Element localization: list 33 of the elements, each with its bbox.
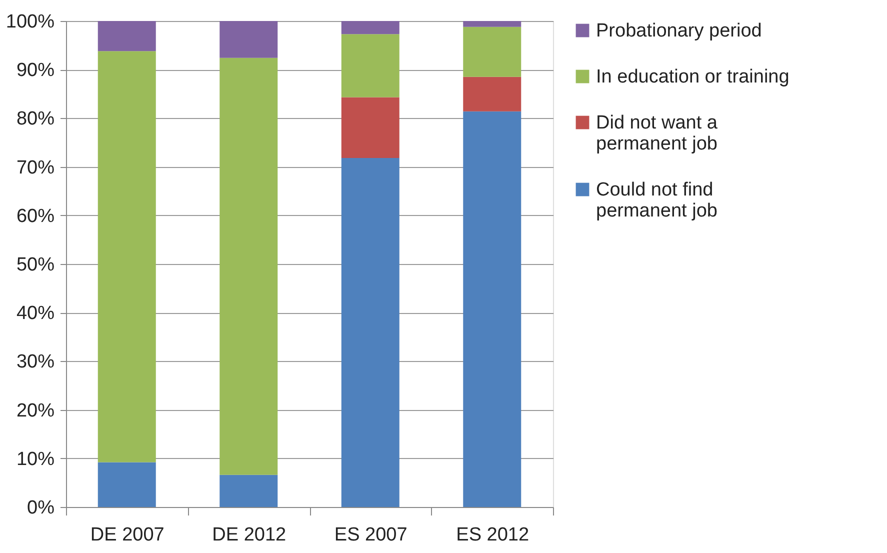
legend-label: Did not want a permanent job — [596, 112, 718, 154]
y-tick-label: 40% — [16, 303, 55, 324]
x-tick-label: ES 2007 — [334, 524, 408, 546]
legend-label: Probationary period — [596, 20, 762, 42]
y-tick-label: 50% — [16, 254, 55, 276]
y-tick-label: 30% — [16, 352, 55, 373]
y-tick-label: 0% — [27, 498, 55, 518]
bar — [341, 158, 400, 507]
bar — [463, 21, 522, 27]
legend-label: In education or training — [596, 66, 790, 88]
bar — [463, 26, 522, 77]
bar — [98, 21, 156, 52]
y-tick-label: 80% — [16, 108, 55, 130]
y-tick-label: 10% — [16, 448, 55, 470]
bar — [98, 462, 156, 507]
bar — [220, 58, 278, 475]
x-tick-label: DE 2007 — [90, 524, 164, 546]
y-tick-label: 20% — [16, 400, 55, 422]
bar — [341, 21, 400, 34]
bar — [341, 34, 400, 98]
legend-label: Could not find permanent job — [596, 180, 718, 222]
y-tick-label: 60% — [16, 206, 55, 227]
x-tick-label: DE 2012 — [212, 524, 286, 546]
x-tick-label: ES 2012 — [456, 524, 530, 546]
bar — [341, 97, 400, 158]
y-tick-label: 90% — [16, 60, 55, 82]
bar — [463, 111, 522, 507]
bar — [220, 21, 278, 58]
y-tick-label: 70% — [16, 157, 55, 178]
y-tick-label: 100% — [6, 12, 55, 32]
bar — [98, 51, 156, 462]
bar — [463, 76, 522, 112]
bar — [220, 474, 278, 507]
